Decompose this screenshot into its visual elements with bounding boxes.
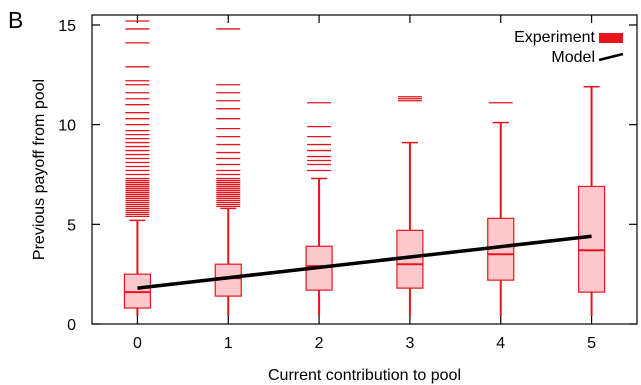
legend-experiment-label: Experiment <box>514 29 595 46</box>
legend-experiment-swatch <box>599 33 623 43</box>
x-tick-label: 3 <box>405 335 414 352</box>
y-tick-label: 10 <box>58 118 76 135</box>
legend: Experiment Model <box>514 29 624 66</box>
box <box>577 185 606 293</box>
box-group <box>577 86 606 317</box>
y-tick-label: 15 <box>58 18 76 35</box>
y-tick-label: 5 <box>67 217 76 234</box>
x-tick-label: 0 <box>133 335 142 352</box>
box-group <box>487 102 515 317</box>
legend-model-label: Model <box>551 49 595 66</box>
panel-label: B <box>8 7 23 33</box>
y-axis: 0 5 10 15 <box>58 18 637 334</box>
plot-area: 0 5 10 15 0 1 2 3 4 5 <box>58 14 638 352</box>
model-line <box>137 234 592 290</box>
x-tick-label: 5 <box>587 335 596 352</box>
x-tick-label: 4 <box>496 335 505 352</box>
plot-frame <box>91 14 638 325</box>
experiment-boxes <box>123 20 606 317</box>
box-group <box>396 96 424 317</box>
x-tick-label: 2 <box>315 335 324 352</box>
x-tick-label: 1 <box>224 335 233 352</box>
y-axis-title: Previous payoff from pool <box>31 79 48 260</box>
box-group <box>214 28 242 317</box>
x-axis: 0 1 2 3 4 5 <box>133 15 596 352</box>
box-group <box>305 102 333 317</box>
legend-model-swatch <box>598 52 624 62</box>
y-tick-label: 0 <box>67 317 76 334</box>
x-axis-title: Current contribution to pool <box>268 367 461 384</box>
box-group <box>123 20 152 317</box>
